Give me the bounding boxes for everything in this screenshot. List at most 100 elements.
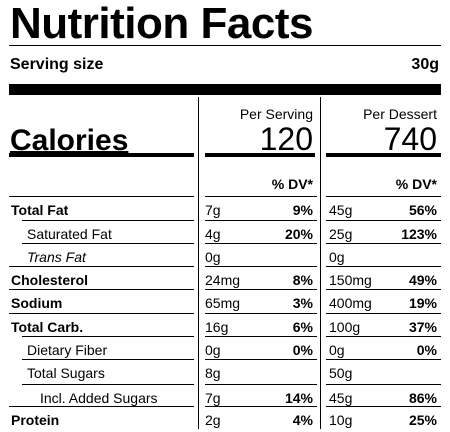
dv-per-dessert: 49% [408,272,437,288]
amount-per-dessert: 45g [329,390,353,406]
amount-per-serving: 8g [205,365,221,381]
dv-per-dessert: 19% [408,295,437,311]
nutrient-name: Total Fat [11,202,69,218]
serving-size-label: Serving size [10,56,104,73]
calories-per-dessert: 740 [383,121,437,157]
row-divider [326,266,441,267]
per-dessert-header: Per Dessert [363,106,437,122]
dv-per-serving: 8% [292,272,313,288]
amount-per-serving: 16g [205,319,229,335]
nutrient-row: Incl. Added Sugars 7g 14% 45g 86% [0,387,450,410]
nutrient-row: Dietary Fiber 0g 0% 0g 0% [0,339,450,362]
row-divider [205,384,317,385]
amount-per-serving: 0g [205,342,221,358]
nutrient-name: Total Sugars [27,365,105,381]
amount-per-serving: 24mg [205,272,241,288]
row-divider [205,313,317,314]
calories-bar-right [326,153,441,157]
row-divider [326,243,441,244]
row-divider [205,196,317,197]
row-divider [9,406,194,407]
nutrient-name: Protein [11,412,60,428]
row-divider [205,243,317,244]
amount-per-serving: 7g [205,202,221,218]
amount-per-serving: 0g [205,249,221,265]
row-divider [326,406,441,407]
row-divider [9,266,194,267]
dv-per-dessert: 123% [401,226,437,242]
amount-per-dessert: 0g [329,249,345,265]
nutrient-row: Cholesterol 24mg 8% 150mg 49% [0,269,450,292]
calories-bar-middle [205,153,315,157]
dv-per-dessert: 56% [408,202,437,218]
row-divider [205,406,317,407]
row-divider [326,313,441,314]
row-divider [326,220,441,221]
row-divider [22,336,194,337]
dv-per-serving: 3% [292,295,313,311]
row-divider [9,313,194,314]
nutrient-name: Cholesterol [11,272,89,288]
calories-label: Calories [10,124,129,157]
amount-per-serving: 4g [205,226,221,242]
dv-per-serving: 6% [292,319,313,335]
row-divider [205,220,317,221]
nutrient-row: Total Sugars 8g 50g [0,362,450,385]
row-divider [22,359,194,360]
dv-header-per-dessert: % DV* [395,176,437,192]
dv-per-serving: 4% [292,412,313,428]
amount-per-dessert: 400mg [329,295,372,311]
row-divider [205,336,317,337]
amount-per-dessert: 100g [329,319,361,335]
row-divider [326,196,441,197]
amount-per-dessert: 45g [329,202,353,218]
amount-per-dessert: 10g [329,412,353,428]
dv-per-serving: 14% [284,390,313,406]
row-divider [9,196,194,197]
serving-size-value: 30g [411,56,439,73]
dv-per-serving: 9% [292,202,313,218]
row-divider [9,289,194,290]
nutrient-row: Sodium 65mg 3% 400mg 19% [0,292,450,315]
row-divider [205,359,317,360]
row-divider [326,336,441,337]
row-divider [326,359,441,360]
column-divider-right [320,97,321,429]
row-divider [22,220,194,221]
row-divider [205,266,317,267]
amount-per-serving: 2g [205,412,221,428]
calories-per-serving: 120 [259,121,313,157]
row-divider [22,243,194,244]
thick-divider [9,84,441,95]
calories-bar-left [9,153,194,157]
amount-per-serving: 7g [205,390,221,406]
nutrient-name: Trans Fat [27,249,86,265]
nutrient-name: Sodium [11,295,63,311]
title-divider [9,45,441,46]
amount-per-dessert: 25g [329,226,353,242]
nutrient-row: Total Fat 7g 9% 45g 56% [0,199,450,222]
amount-per-dessert: 50g [329,365,353,381]
column-divider-left [198,97,199,429]
row-divider [326,384,441,385]
nutrient-name: Dietary Fiber [27,342,108,358]
dv-header-per-serving: % DV* [271,176,313,192]
dv-per-dessert: 25% [408,412,437,428]
dv-per-serving: 0% [292,342,313,358]
row-divider [22,384,194,385]
per-serving-header: Per Serving [239,106,313,122]
nutrition-facts-title: Nutrition Facts [10,0,313,48]
nutrient-name: Total Carb. [11,319,84,335]
dv-per-dessert: 37% [408,319,437,335]
nutrient-row: Total Carb. 16g 6% 100g 37% [0,316,450,339]
amount-per-dessert: 150mg [329,272,372,288]
nutrient-row: Protein 2g 4% 10g 25% [0,409,450,432]
amount-per-dessert: 0g [329,342,345,358]
row-divider [205,289,317,290]
nutrient-name: Saturated Fat [27,226,112,242]
row-divider [326,289,441,290]
amount-per-serving: 65mg [205,295,241,311]
nutrient-row: Trans Fat 0g 0g [0,246,450,269]
dv-per-serving: 20% [284,226,313,242]
nutrient-name: Incl. Added Sugars [40,390,158,406]
